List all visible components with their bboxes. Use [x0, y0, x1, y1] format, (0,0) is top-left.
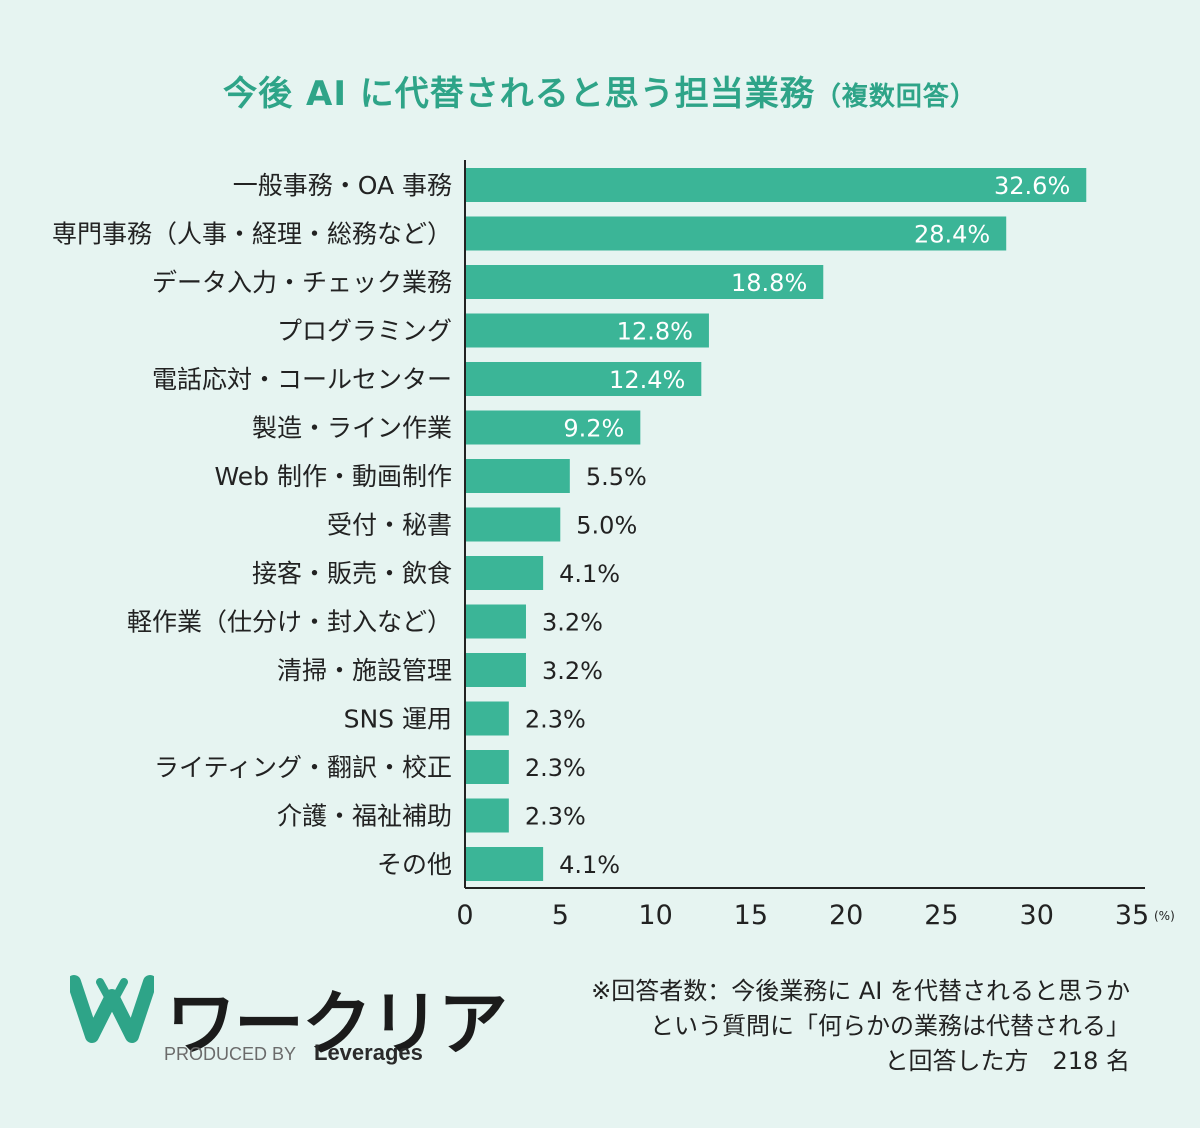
- logo-produced-by: PRODUCED BY: [164, 1044, 297, 1064]
- workclear-logo-mark-icon: [70, 975, 154, 1043]
- value-label-5: 9.2%: [563, 415, 624, 443]
- value-label-9: 3.2%: [542, 609, 603, 637]
- bar-8: [465, 556, 544, 590]
- chart-title-sub: （複数回答）: [814, 82, 977, 112]
- bar-chart: 一般事務・OA 事務 32.6% 専門事務（人事・経理・総務など） 28.4% データ入…: [52, 160, 1175, 931]
- logo-name: ワークリア: [166, 983, 508, 1065]
- category-label-2: データ入力・チェック業務: [152, 268, 452, 297]
- category-label-3: プログラミング: [277, 317, 452, 346]
- bar-3: [465, 313, 709, 348]
- category-label-14: その他: [377, 850, 452, 879]
- value-label-2: 18.8%: [731, 269, 807, 297]
- bar-6: [465, 459, 570, 493]
- bar-12: [465, 750, 509, 784]
- category-label-9: 軽作業（仕分け・封入など）: [127, 608, 452, 637]
- respondent-note: ※回答者数：今後業務に AI を代替されると思うか という質問に「何らかの業務は…: [591, 974, 1130, 1079]
- x-axis-unit: (%): [1154, 909, 1175, 923]
- category-label-6: Web 制作・動画制作: [215, 462, 452, 491]
- value-label-14: 4.1%: [559, 851, 620, 879]
- category-label-8: 接客・販売・飲食: [252, 559, 452, 588]
- value-label-7: 5.0%: [576, 512, 637, 540]
- note-line-2: という質問に「何らかの業務は代替される」: [650, 1012, 1130, 1040]
- chart-title: 今後 AI に代替されると思う担当業務（複数回答）: [0, 66, 1200, 115]
- category-label-13: 介護・福祉補助: [277, 802, 452, 831]
- bar-5: [465, 410, 641, 445]
- chart-title-main: 今後 AI に代替されると思う担当業務: [223, 74, 815, 114]
- category-label-7: 受付・秘書: [327, 511, 452, 540]
- value-label-11: 2.3%: [525, 706, 586, 734]
- bar-0: [465, 168, 1087, 202]
- value-label-13: 2.3%: [525, 803, 586, 831]
- value-label-3: 12.8%: [617, 318, 693, 346]
- x-tick-label-4: 20: [829, 900, 863, 931]
- value-label-12: 2.3%: [525, 754, 586, 782]
- category-label-12: ライティング・翻訳・校正: [154, 753, 452, 782]
- value-label-10: 3.2%: [542, 657, 603, 685]
- category-label-4: 電話応対・コールセンター: [152, 365, 452, 394]
- bar-11: [465, 701, 509, 736]
- category-label-5: 製造・ライン作業: [252, 414, 452, 443]
- x-tick-label-5: 25: [924, 900, 958, 931]
- value-label-4: 12.4%: [609, 366, 685, 394]
- x-tick-label-2: 10: [638, 900, 672, 931]
- note-line-3: と回答した方 218 名: [884, 1047, 1130, 1075]
- bar-7: [465, 507, 561, 542]
- note-line-1: ※回答者数：今後業務に AI を代替されると思うか: [591, 977, 1130, 1005]
- value-label-1: 28.4%: [914, 221, 990, 249]
- logo-brand: Leverages: [314, 1040, 423, 1065]
- category-label-0: 一般事務・OA 事務: [233, 171, 452, 200]
- bar-13: [465, 798, 509, 833]
- x-tick-label-3: 15: [734, 900, 768, 931]
- bar-9: [465, 604, 526, 639]
- bar-14: [465, 847, 544, 881]
- value-label-6: 5.5%: [586, 463, 647, 491]
- bar-10: [465, 653, 526, 687]
- x-tick-label-7: 35: [1115, 900, 1149, 931]
- logo: ワークリア PRODUCED BY Leverages: [70, 968, 508, 1078]
- x-tick-label-1: 5: [552, 900, 569, 931]
- category-label-10: 清掃・施設管理: [277, 656, 452, 685]
- category-label-1: 専門事務（人事・経理・総務など）: [52, 220, 452, 249]
- x-tick-label-0: 0: [456, 900, 473, 931]
- x-tick-label-6: 30: [1020, 900, 1054, 931]
- bar-2: [465, 265, 824, 299]
- value-label-8: 4.1%: [559, 560, 620, 588]
- bar-1: [465, 216, 1007, 251]
- category-label-11: SNS 運用: [344, 705, 452, 734]
- value-label-0: 32.6%: [994, 172, 1070, 200]
- bar-4: [465, 362, 702, 396]
